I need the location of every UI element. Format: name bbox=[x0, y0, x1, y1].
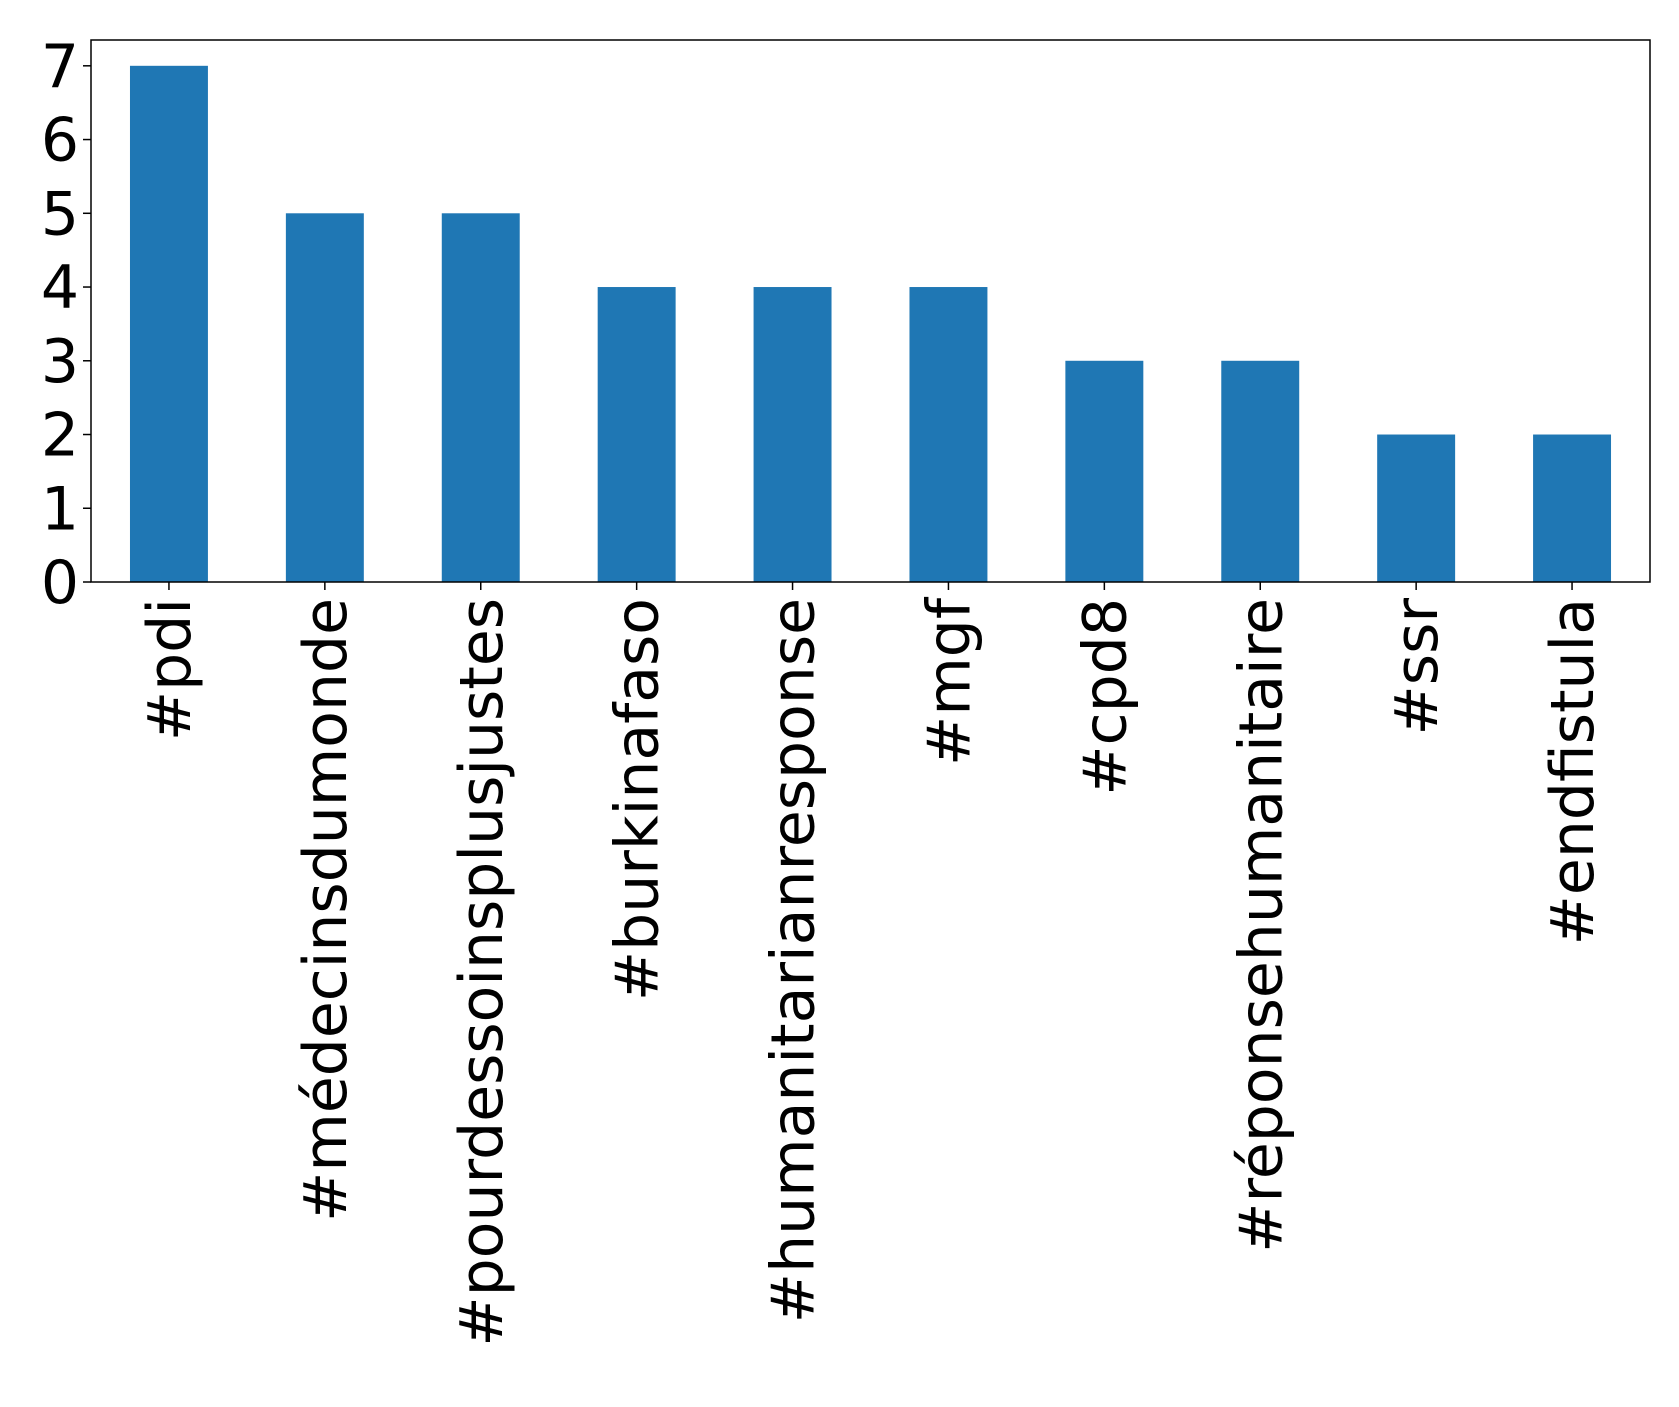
y-tick-label: 0 bbox=[41, 548, 79, 618]
x-tick-label: #pourdessoinsplusjustes bbox=[447, 598, 517, 1347]
x-tick-label: #réponsehumanitaire bbox=[1226, 598, 1296, 1253]
y-tick-label: 5 bbox=[41, 179, 79, 249]
bar bbox=[1065, 360, 1144, 582]
y-tick-label: 1 bbox=[41, 474, 79, 544]
x-tick-label: #burkinafaso bbox=[603, 598, 673, 1001]
y-tick-label: 4 bbox=[41, 253, 79, 323]
bar bbox=[1377, 434, 1456, 582]
bar bbox=[909, 287, 988, 582]
x-tick-label: #médecinsdumonde bbox=[291, 598, 361, 1222]
y-tick-label: 7 bbox=[41, 32, 79, 102]
bar bbox=[285, 213, 364, 582]
bar bbox=[1221, 360, 1300, 582]
plot-frame bbox=[90, 39, 1651, 583]
x-tick-label: #humanitarianresponse bbox=[759, 598, 829, 1323]
x-tick-label: #ssr bbox=[1382, 598, 1452, 736]
bar bbox=[129, 65, 208, 583]
y-tick-label: 2 bbox=[41, 401, 79, 471]
y-tick-label: 3 bbox=[41, 327, 79, 397]
x-tick-label: #pdi bbox=[135, 598, 205, 741]
bar bbox=[597, 287, 676, 582]
bars-group bbox=[129, 65, 1612, 583]
x-tick-label: #mgf bbox=[914, 596, 984, 766]
bar bbox=[441, 213, 520, 582]
x-tick-label: #endfistula bbox=[1538, 598, 1608, 945]
y-tick-label: 6 bbox=[41, 106, 79, 176]
bar bbox=[753, 287, 832, 582]
x-tick-label: #cpd8 bbox=[1070, 598, 1140, 796]
bar bbox=[1533, 434, 1612, 582]
x-axis-ticks: #pdi #médecinsdumonde #pourdessoinsplusjus… bbox=[135, 582, 1608, 1347]
